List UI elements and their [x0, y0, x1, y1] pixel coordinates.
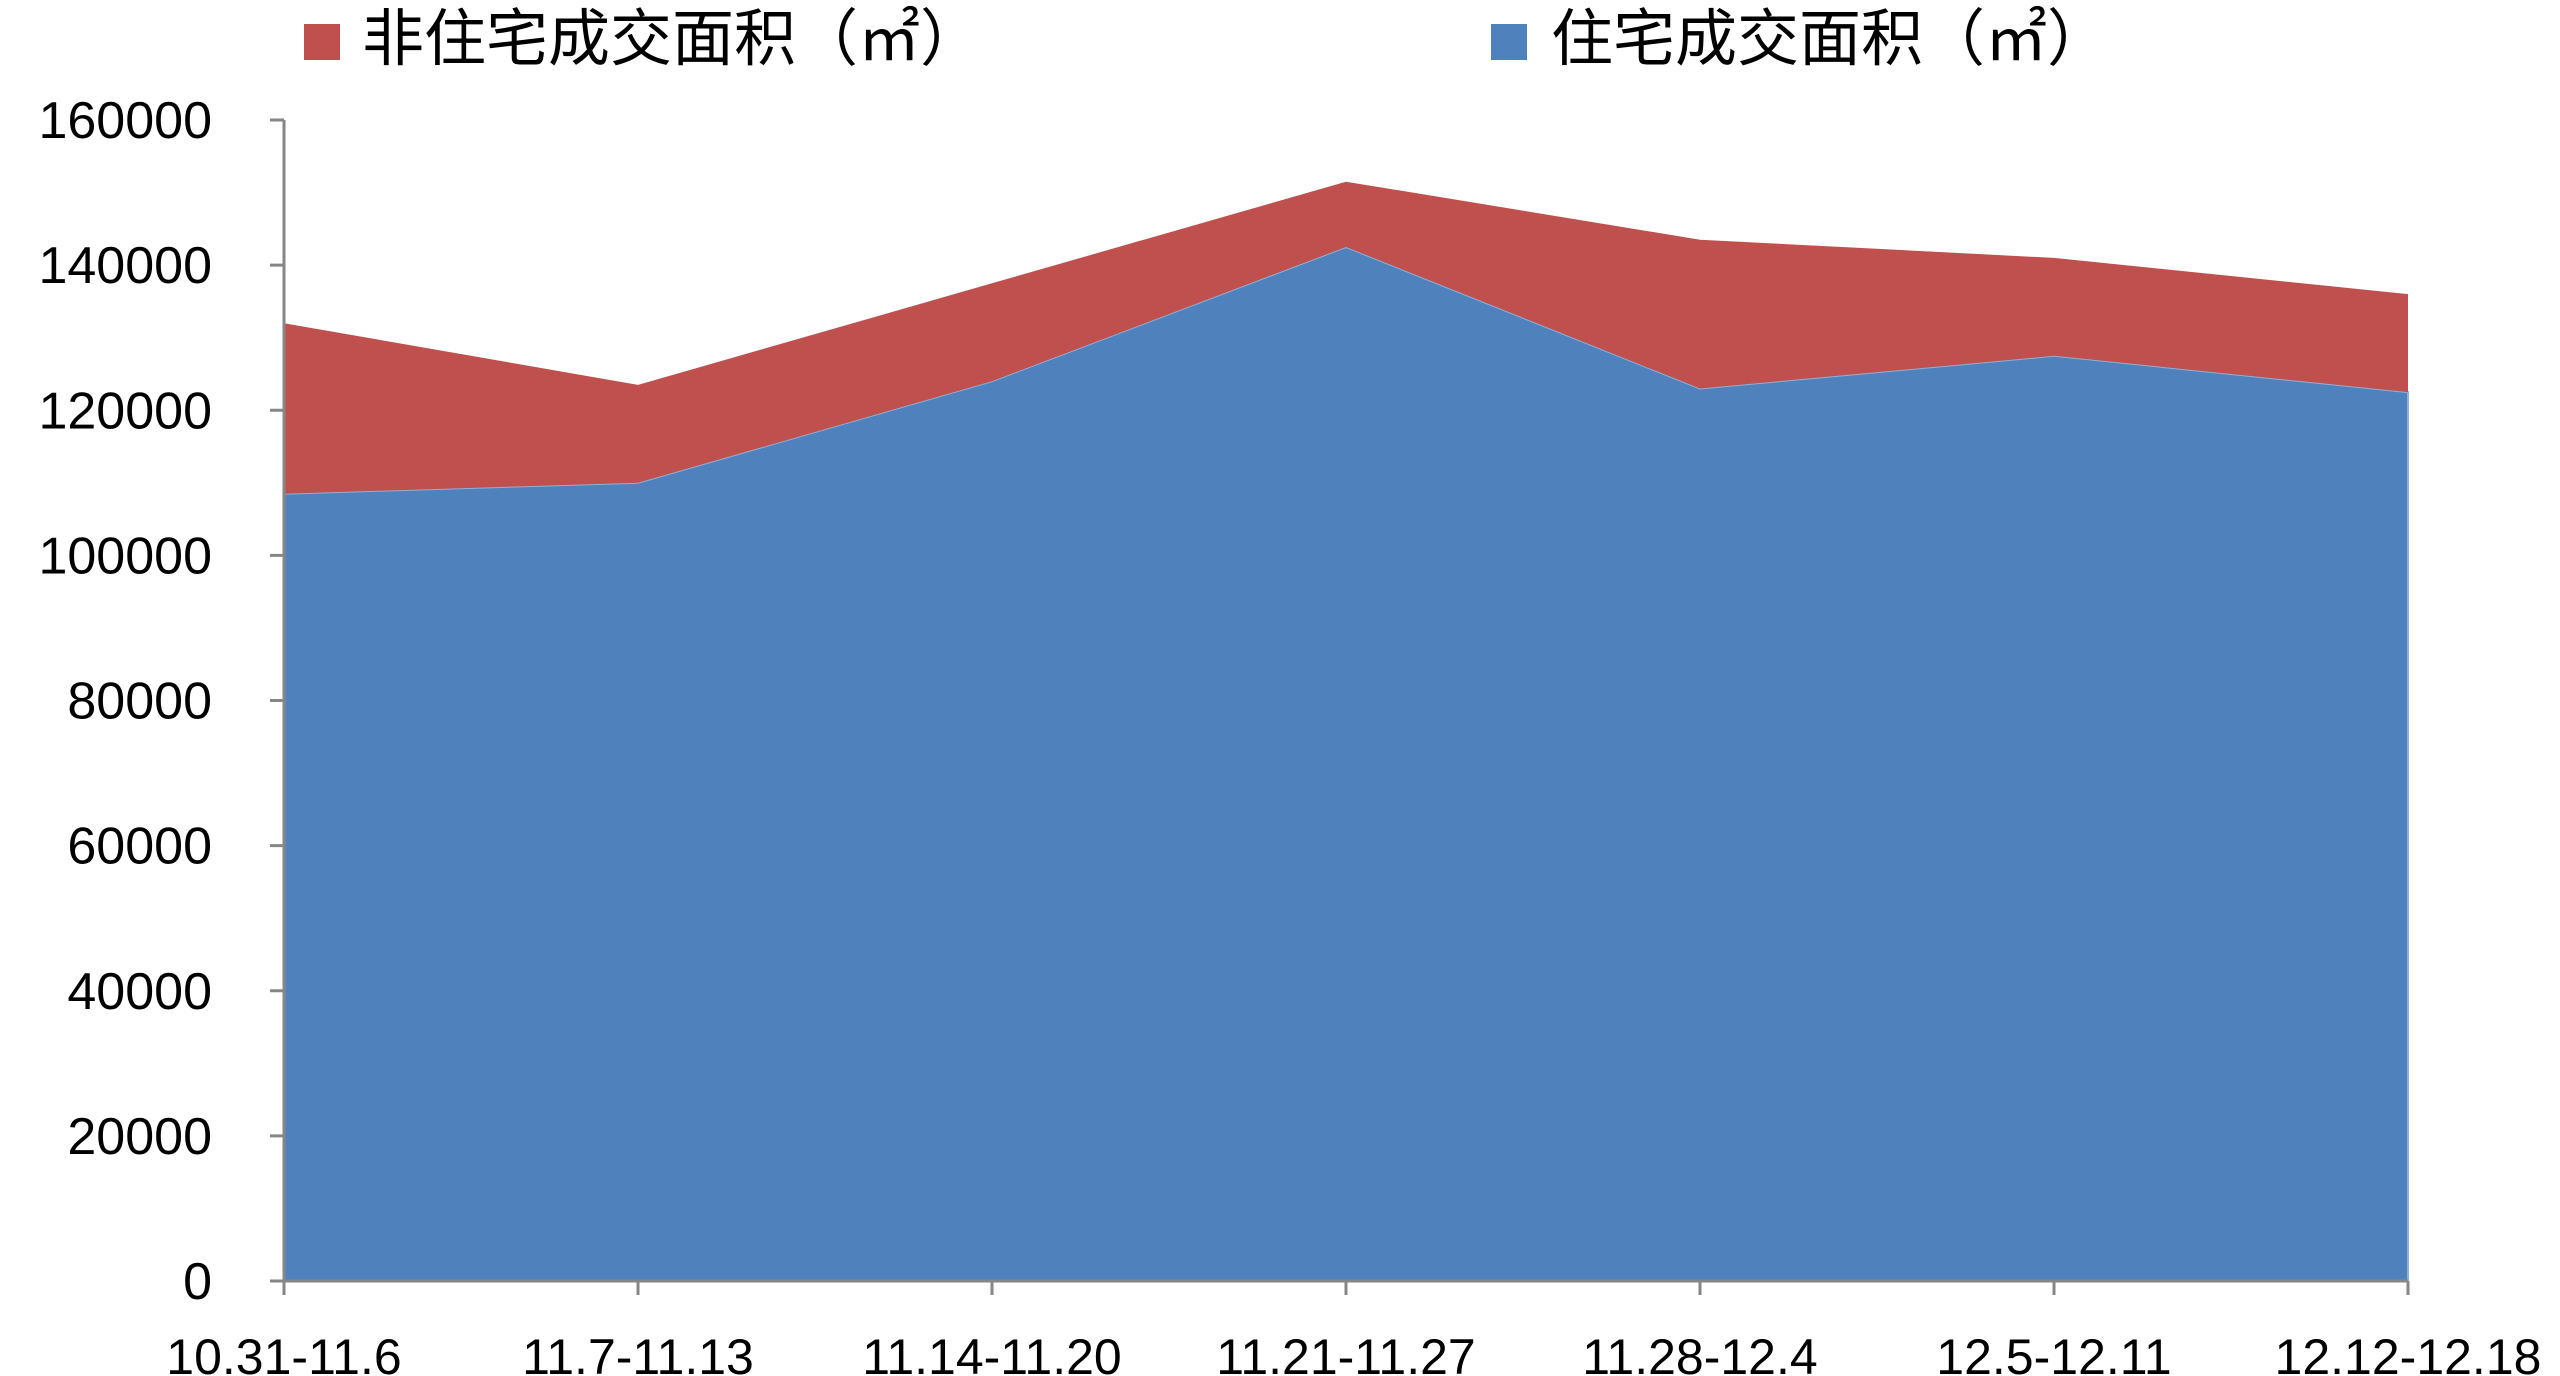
x-tick-label: 10.31-11.6 [166, 1329, 401, 1376]
y-tick-label: 80000 [67, 673, 212, 731]
x-tick-label: 11.28-12.4 [1582, 1329, 1817, 1376]
y-tick-label: 160000 [38, 92, 212, 150]
axes-layer: 0 20000 40000 60000 80000 100000 120000 140000 1… [38, 92, 2541, 1376]
y-tick-label: 120000 [38, 382, 212, 440]
x-tick-label: 12.5-12.11 [1936, 1329, 2171, 1376]
legend: 非住宅成交面积（㎡） 住宅成交面积（㎡） [304, 5, 2109, 74]
x-tick-label: 12.12-12.18 [2275, 1329, 2542, 1376]
area-series-1 [284, 181, 2408, 494]
areas-layer [283, 181, 2409, 1282]
legend-label-1: 住宅成交面积（㎡） [1551, 5, 2109, 74]
x-tick-label: 11.21-11.27 [1216, 1329, 1475, 1376]
y-tick-label: 40000 [67, 963, 212, 1021]
y-tick-label: 100000 [38, 527, 212, 585]
legend-swatch-1 [1491, 24, 1527, 60]
x-tick-label: 11.7-11.13 [522, 1329, 754, 1376]
x-tick-label: 11.14-11.20 [862, 1329, 1121, 1376]
y-tick-label: 0 [183, 1253, 212, 1311]
y-tick-label: 20000 [67, 1108, 212, 1166]
y-tick-label: 60000 [67, 818, 212, 876]
legend-label-0: 非住宅成交面积（㎡） [362, 5, 982, 74]
legend-swatch-0 [304, 24, 340, 60]
y-tick-label: 140000 [38, 237, 212, 295]
